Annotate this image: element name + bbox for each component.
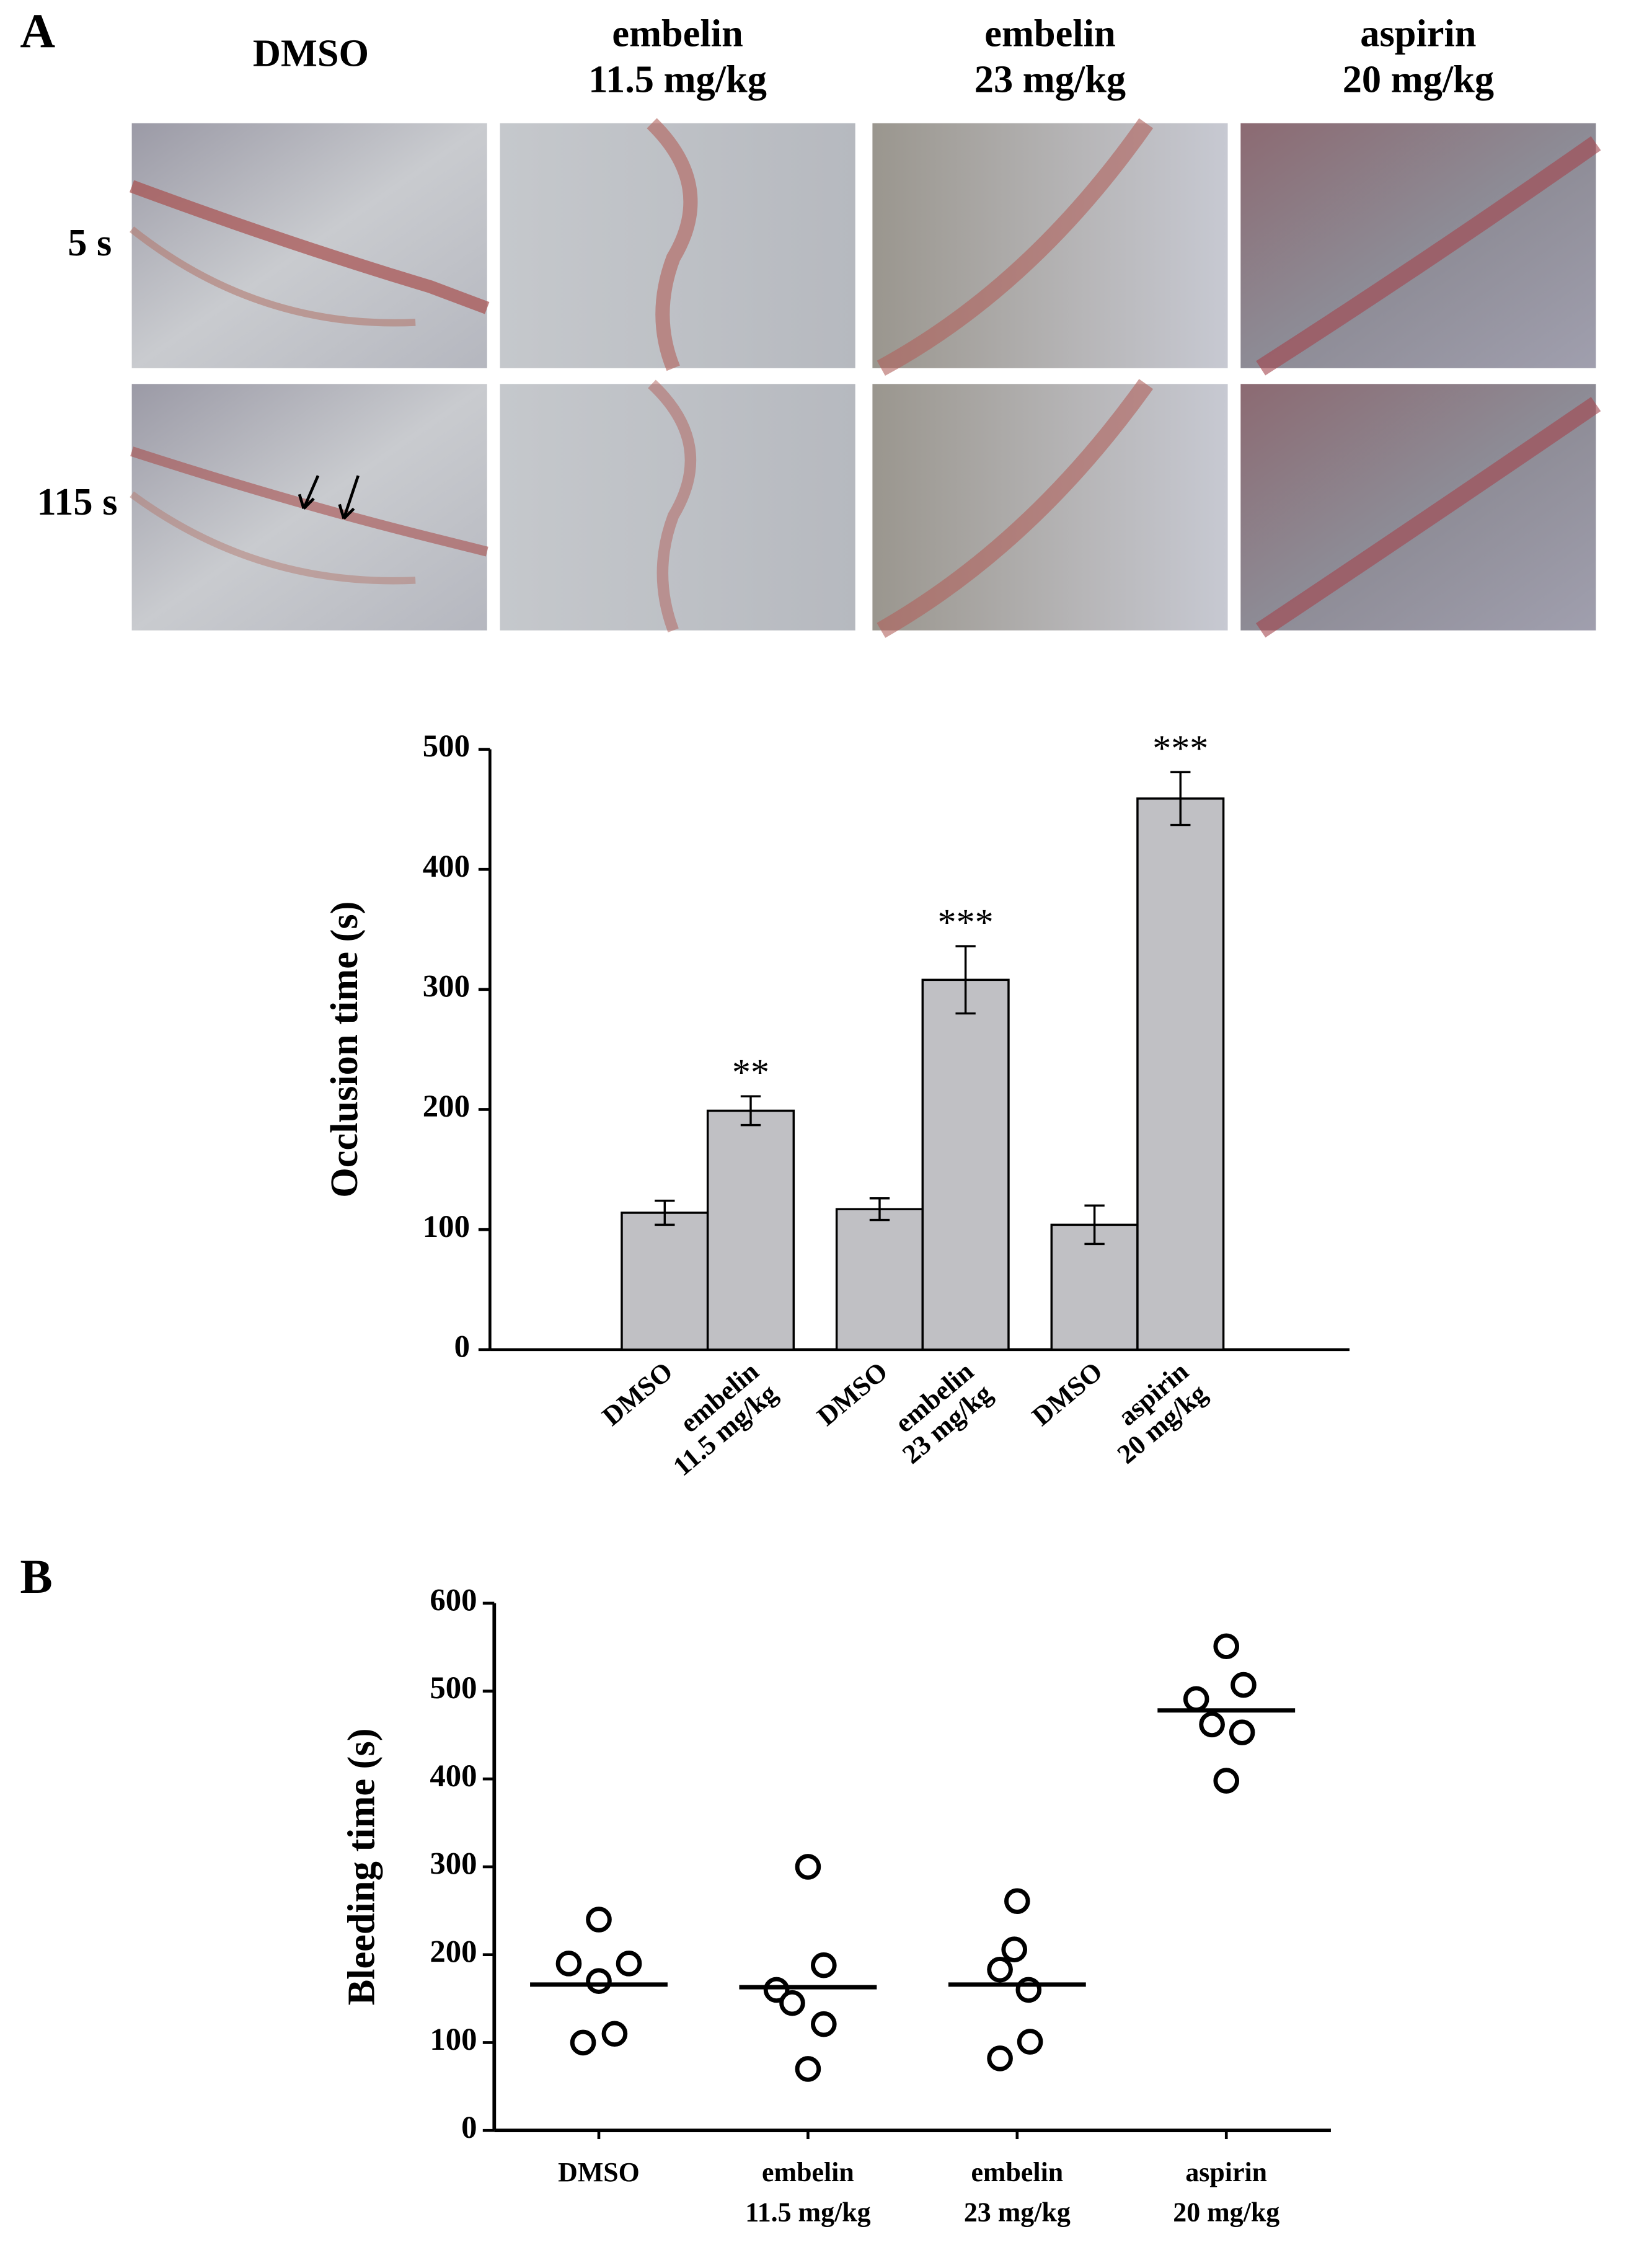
x-tick-label-line: DMSO (597, 1357, 679, 1432)
bar (835, 1208, 924, 1351)
x-tick-label: 20 mg/kg (1173, 2198, 1279, 2228)
bar (921, 978, 1010, 1351)
y-tick-label: 300 (430, 1846, 477, 1881)
data-point (795, 2056, 821, 2082)
data-point (1213, 1768, 1240, 1794)
significance: ** (732, 1052, 769, 1093)
error-bar (740, 1095, 761, 1127)
data-point (779, 1990, 805, 2016)
data-point (555, 1951, 582, 1977)
data-point (763, 1977, 790, 2003)
bar (1136, 797, 1225, 1351)
column-header: 20 mg/kg (1343, 58, 1494, 100)
y-tick-label: 400 (423, 849, 470, 884)
x-tick-label: DMSO (558, 2158, 640, 2187)
row-label: 5 s (68, 221, 112, 264)
x-tick-label: embelin (762, 2158, 854, 2187)
data-point (1017, 2029, 1043, 2055)
error-bar (1084, 1204, 1105, 1246)
x-tick-label: DMSO (597, 1357, 679, 1432)
y-tick-label: 400 (430, 1758, 477, 1793)
data-point (1001, 1936, 1027, 1962)
data-point (1229, 1719, 1255, 1745)
occlusion-chart: 0 100 200 300 400 500 Occlusion time (s) DMSO **… (323, 727, 1350, 1482)
data-point (987, 2045, 1013, 2071)
y-tick-label: 300 (423, 969, 470, 1004)
y-tick-label: 200 (430, 1934, 477, 1969)
x-tick-label: aspirin (1185, 2158, 1267, 2187)
data-point (616, 1951, 642, 1977)
data-point (586, 1907, 612, 1933)
micrograph (1240, 384, 1596, 631)
x-tick-label: 11.5 mg/kg (745, 2198, 870, 2228)
column-header: 11.5 mg/kg (588, 58, 767, 100)
x-tick-label: DMSO (811, 1357, 893, 1432)
column-header: embelin (612, 12, 743, 55)
arrow (298, 475, 320, 510)
column-header: 23 mg/kg (974, 58, 1126, 100)
data-point (1199, 1711, 1225, 1738)
y-tick-label: 500 (430, 1670, 477, 1705)
panel-label: A (20, 4, 55, 58)
data-point (601, 2021, 628, 2047)
data-point (811, 2011, 837, 2037)
bar (1050, 1223, 1139, 1351)
y-tick-label: 200 (423, 1089, 470, 1123)
x-tick-label: 23 mg/kg (964, 2198, 1071, 2228)
bar (706, 1109, 795, 1351)
column-header: DMSO (253, 32, 369, 75)
y-tick-label: 600 (430, 1582, 477, 1617)
data-point (570, 2029, 596, 2056)
data-point (1015, 1977, 1042, 2003)
y-axis-label: Occlusion time (s) (323, 901, 366, 1198)
x-tick-label-line: DMSO (1027, 1357, 1108, 1432)
y-tick-label: 100 (423, 1209, 470, 1244)
y-axis-label: Bleeding time (s) (340, 1729, 383, 2006)
significance: *** (1152, 727, 1208, 769)
data-point (586, 1968, 612, 1995)
significance: *** (938, 901, 994, 943)
data-point (811, 1952, 837, 1978)
error-bar (955, 945, 976, 1015)
column-header: aspirin (1360, 12, 1476, 55)
data-point (795, 1854, 821, 1880)
data-point (1183, 1686, 1209, 1712)
bleeding-chart: 0 100 200 300 400 500 600 Bleeding time (s) DMSO… (340, 1582, 1331, 2228)
data-point (1231, 1672, 1257, 1698)
error-bar (1170, 771, 1191, 826)
x-tick-label: embelin (971, 2158, 1063, 2187)
panel-label: B (20, 1549, 52, 1603)
data-point (1213, 1633, 1240, 1660)
x-tick-label: DMSO (1027, 1357, 1108, 1432)
data-point (1004, 1888, 1030, 1915)
arrow (338, 475, 360, 520)
y-tick-label: 0 (461, 2110, 477, 2145)
row-label: 115 s (37, 481, 117, 523)
column-header: embelin (984, 12, 1115, 55)
y-tick-label: 100 (430, 2022, 477, 2057)
data-point (987, 1957, 1013, 1983)
y-tick-label: 0 (454, 1329, 470, 1363)
bar (621, 1212, 709, 1351)
x-tick-label-line: DMSO (811, 1357, 893, 1432)
error-bar (869, 1197, 890, 1221)
micrograph (1240, 123, 1596, 368)
micrographs (130, 118, 1601, 638)
error-bar (655, 1199, 675, 1226)
y-tick-label: 500 (423, 729, 470, 763)
